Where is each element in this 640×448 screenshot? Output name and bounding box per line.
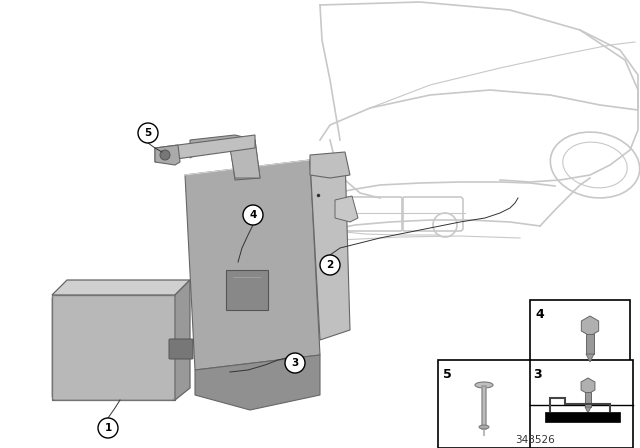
FancyBboxPatch shape xyxy=(545,412,620,422)
FancyBboxPatch shape xyxy=(585,392,591,407)
Circle shape xyxy=(285,353,305,373)
Polygon shape xyxy=(335,196,358,222)
Text: 4: 4 xyxy=(250,210,257,220)
Text: 2: 2 xyxy=(326,260,333,270)
Polygon shape xyxy=(195,355,320,410)
Polygon shape xyxy=(155,145,180,165)
Circle shape xyxy=(98,418,118,438)
Circle shape xyxy=(160,150,170,160)
Polygon shape xyxy=(175,280,190,400)
Polygon shape xyxy=(185,160,320,370)
Text: 5: 5 xyxy=(443,368,452,381)
Polygon shape xyxy=(585,407,591,413)
Polygon shape xyxy=(310,155,350,340)
Polygon shape xyxy=(230,140,260,180)
Text: 4: 4 xyxy=(535,308,544,321)
Polygon shape xyxy=(52,280,190,295)
FancyBboxPatch shape xyxy=(438,360,633,448)
Ellipse shape xyxy=(479,425,489,429)
Circle shape xyxy=(138,123,158,143)
FancyBboxPatch shape xyxy=(226,270,268,310)
Text: 1: 1 xyxy=(104,423,111,433)
FancyBboxPatch shape xyxy=(586,334,594,354)
Polygon shape xyxy=(310,152,350,178)
Text: 348526: 348526 xyxy=(515,435,555,445)
Polygon shape xyxy=(190,135,255,158)
Text: 3: 3 xyxy=(533,368,541,381)
Polygon shape xyxy=(155,135,255,162)
Circle shape xyxy=(243,205,263,225)
Text: 5: 5 xyxy=(145,128,152,138)
Text: 3: 3 xyxy=(291,358,299,368)
FancyBboxPatch shape xyxy=(530,300,630,365)
Polygon shape xyxy=(52,295,175,400)
FancyBboxPatch shape xyxy=(169,339,193,359)
Ellipse shape xyxy=(475,382,493,388)
Polygon shape xyxy=(586,354,594,362)
Polygon shape xyxy=(230,140,260,178)
Circle shape xyxy=(320,255,340,275)
